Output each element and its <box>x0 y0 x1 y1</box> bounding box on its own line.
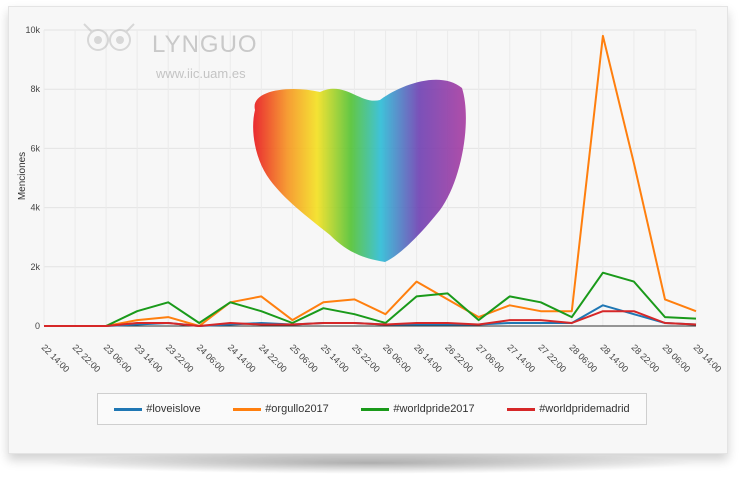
series-line-worldpride2017[interactable] <box>44 271 697 327</box>
y-tick-label: 6k <box>30 143 40 153</box>
x-tick-label: 28 22:00 <box>629 342 661 374</box>
x-tick-label: 29 06:00 <box>661 342 693 374</box>
x-tick-labels: 22 14:00 22 22:00 23 06:00 23 14:00 23 22:00… <box>40 342 724 374</box>
x-tick-label: 22 14:00 <box>40 342 72 374</box>
x-tick-label: 25 22:00 <box>350 342 382 374</box>
x-tick-label: 26 22:00 <box>443 342 475 374</box>
series-line-orgullo2017[interactable] <box>44 34 697 327</box>
legend-swatch-worldpridemadrid <box>507 407 536 411</box>
x-tick-label: 26 14:00 <box>412 342 444 374</box>
x-tick-label: 23 06:00 <box>102 342 134 374</box>
x-tick-label: 23 14:00 <box>133 342 165 374</box>
y-axis-label: Menciones <box>17 152 28 200</box>
legend-item[interactable]: #worldpridemadrid <box>507 403 630 415</box>
x-tick-label: 23 22:00 <box>164 342 196 374</box>
legend-label-worldpridemadrid: #worldpridemadrid <box>539 403 630 415</box>
x-tick-label: 25 14:00 <box>319 342 351 374</box>
y-tick-label: 8k <box>30 84 40 94</box>
legend: #loveislove #orgullo2017 #worldpride2017… <box>97 393 647 425</box>
watermark-url: www.iic.uam.es <box>155 66 246 81</box>
legend-item[interactable]: #orgullo2017 <box>233 403 329 415</box>
watermark-owl-logo <box>83 23 135 51</box>
watermark-brand: LYNGUO <box>152 31 258 58</box>
card-shadow <box>40 452 700 474</box>
legend-item[interactable]: #loveislove <box>114 403 201 415</box>
legend-item[interactable]: #worldpride2017 <box>361 403 475 415</box>
y-tick-label: 4k <box>30 203 40 213</box>
y-tick-label: 10k <box>25 25 40 35</box>
x-tick-label: 24 14:00 <box>226 342 258 374</box>
x-tick-label: 29 14:00 <box>692 342 724 374</box>
legend-swatch-worldpride2017 <box>361 407 390 411</box>
x-tick-label: 26 06:00 <box>381 342 413 374</box>
series-lines <box>44 34 697 327</box>
rainbow-heart-image <box>253 79 466 262</box>
x-tick-label: 27 22:00 <box>536 342 568 374</box>
legend-swatch-orgullo2017 <box>233 407 262 411</box>
legend-label-loveislove: #loveislove <box>146 403 201 415</box>
x-tick-label: 22 22:00 <box>71 342 103 374</box>
x-tick-label: 28 06:00 <box>567 342 599 374</box>
legend-label-orgullo2017: #orgullo2017 <box>265 403 329 415</box>
x-tick-label: 27 06:00 <box>474 342 506 374</box>
legend-label-worldpride2017: #worldpride2017 <box>393 403 475 415</box>
y-tick-label: 2k <box>30 262 40 272</box>
x-tick-label: 25 06:00 <box>288 342 320 374</box>
legend-swatch-loveislove <box>114 407 143 411</box>
x-tick-label: 24 06:00 <box>195 342 227 374</box>
y-tick-labels: 0 2k 4k 6k 8k 10k <box>25 25 40 331</box>
x-tick-label: 28 14:00 <box>598 342 630 374</box>
series-line-worldpridemadrid[interactable] <box>44 310 697 327</box>
y-tick-label: 0 <box>35 321 40 331</box>
x-tick-label: 27 14:00 <box>505 342 537 374</box>
x-tick-label: 24 22:00 <box>257 342 289 374</box>
